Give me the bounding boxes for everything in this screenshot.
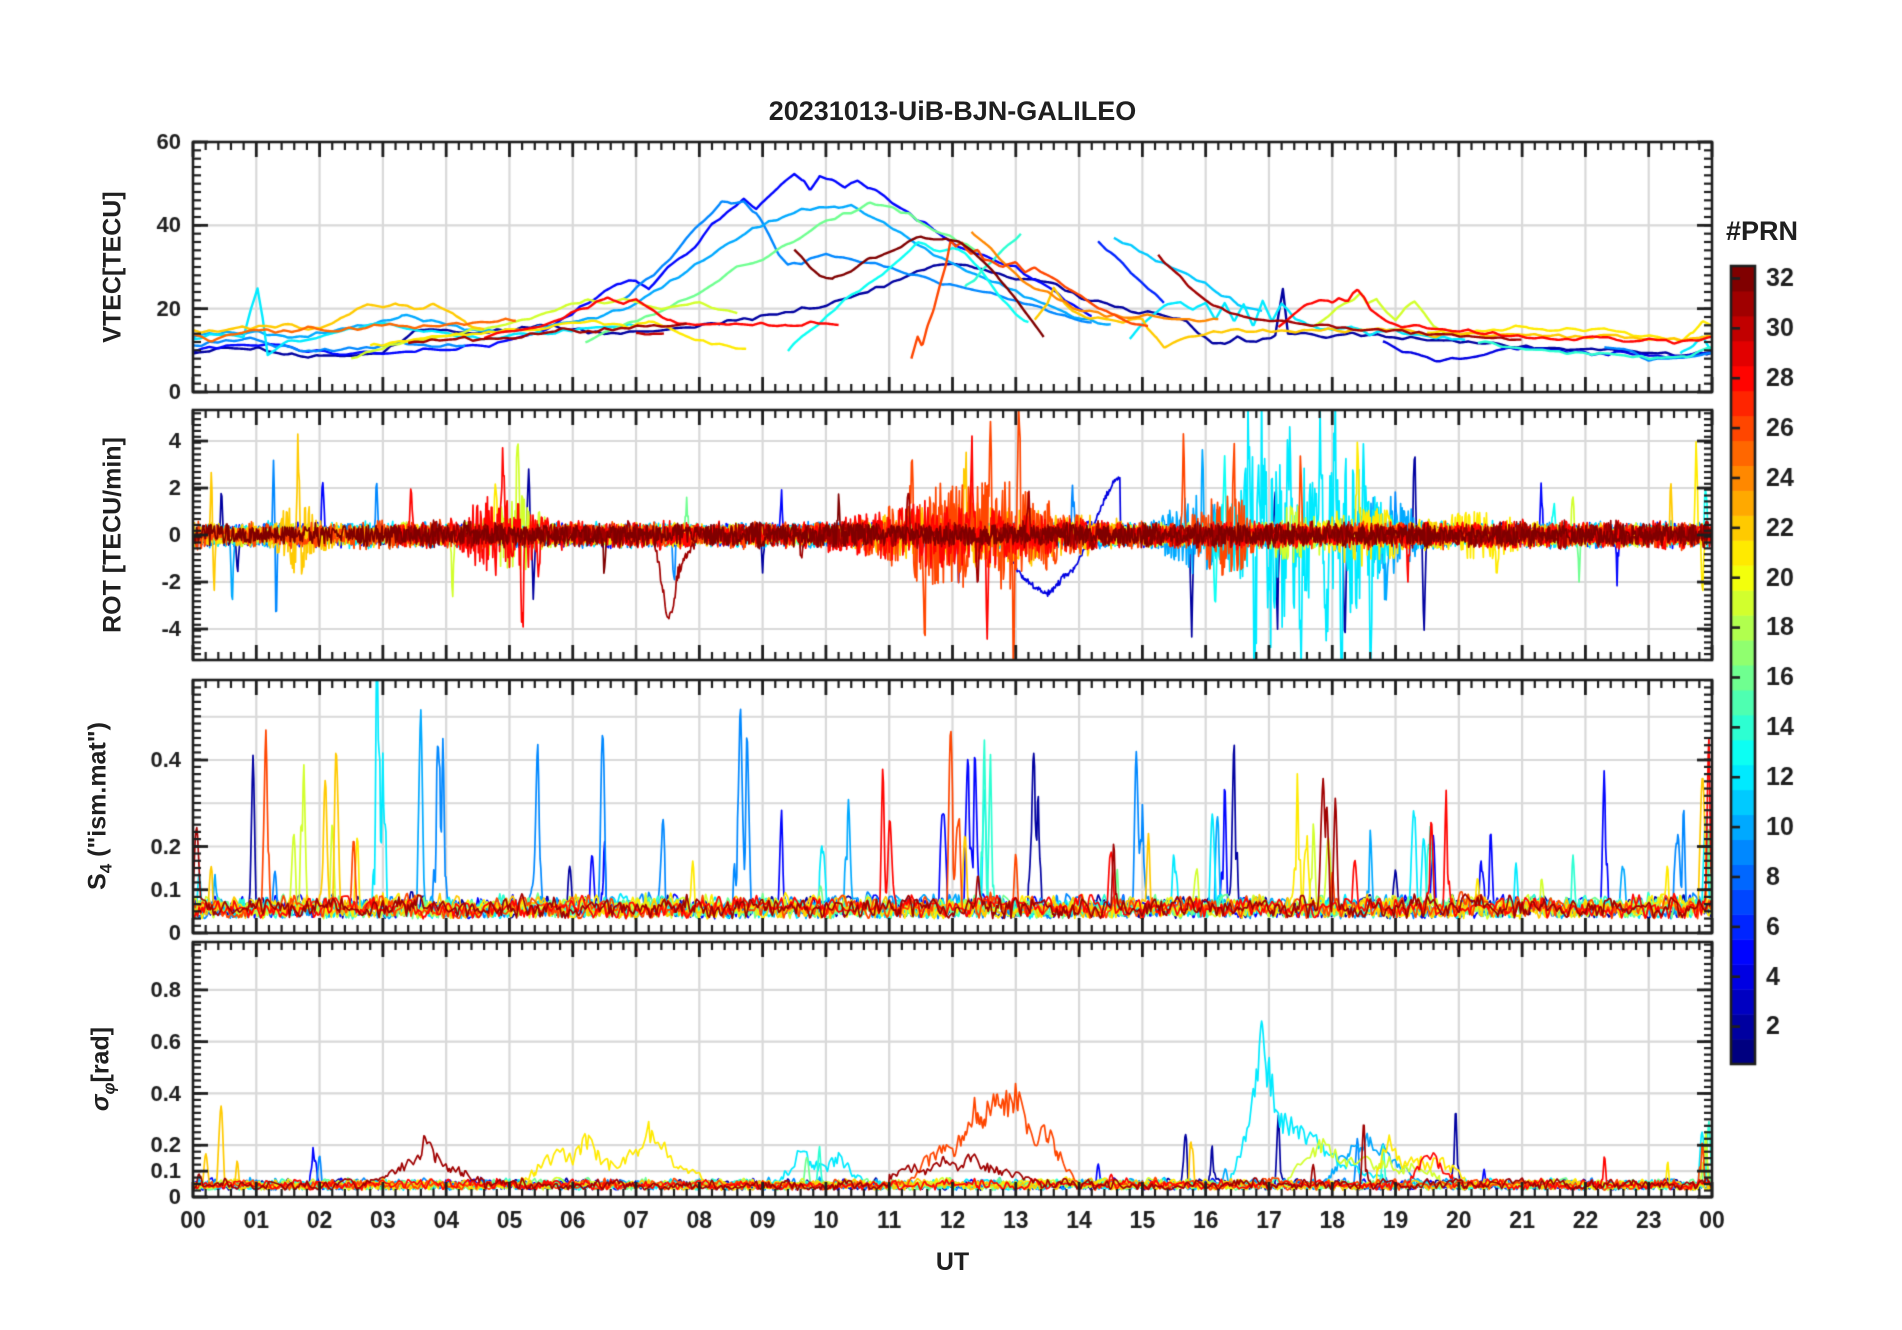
- x-axis-label: UT: [935, 1248, 970, 1276]
- y-axis-label-s4: S4 ("ism.mat"): [83, 722, 116, 890]
- y-axis-label-rot: ROT [TECU/min]: [98, 437, 127, 633]
- y-axis-label-sigma-phi: σφ[rad]: [86, 1026, 119, 1112]
- colorbar-label: #PRN: [1725, 216, 1799, 246]
- y-axis-label-vtec: VTEC[TECU]: [98, 191, 127, 343]
- chart-title: 20231013-UiB-BJN-GALILEO: [768, 96, 1137, 126]
